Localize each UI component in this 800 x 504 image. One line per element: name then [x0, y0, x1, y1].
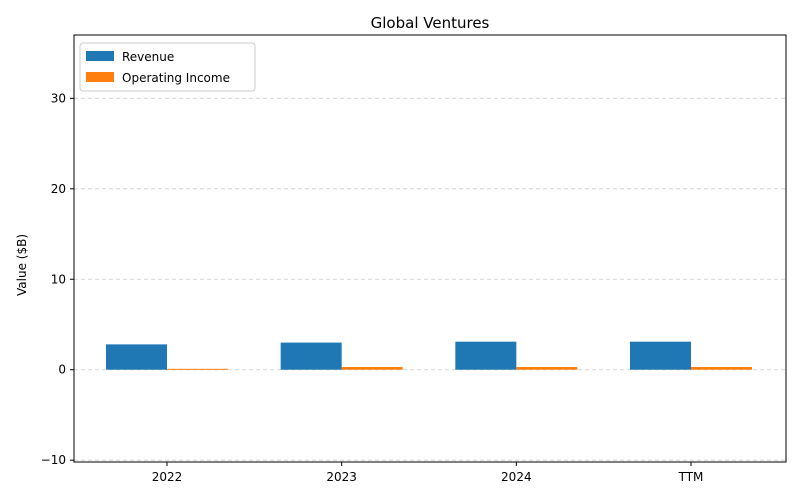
bar-operating-income — [167, 368, 228, 370]
x-axis-ticks: 2022 2023 2024 TTM — [152, 462, 704, 484]
legend-label: Revenue — [122, 50, 174, 64]
y-axis-label: Value ($B) — [15, 234, 29, 296]
legend-swatch — [86, 72, 114, 82]
bar-revenue — [455, 341, 517, 370]
bars — [106, 341, 752, 370]
plot-frame — [73, 34, 787, 463]
x-tick-label: TTM — [678, 470, 704, 484]
y-tick-label: −10 — [41, 453, 66, 467]
bar-operating-income — [516, 367, 578, 370]
x-tick-label: 2022 — [152, 470, 183, 484]
y-axis-ticks: −10 0 10 20 30 — [41, 91, 74, 467]
legend: Revenue Operating Income — [79, 42, 256, 92]
y-tick-label: 20 — [51, 182, 66, 196]
legend-box — [79, 42, 256, 92]
legend-label: Operating Income — [122, 71, 230, 85]
x-tick-label: 2023 — [326, 470, 357, 484]
y-tick-label: 0 — [58, 363, 66, 377]
x-tick-label: 2024 — [501, 470, 532, 484]
y-tick-label: 10 — [51, 272, 66, 286]
gridlines — [74, 97, 786, 461]
bar-operating-income — [341, 367, 403, 370]
bar-revenue — [106, 344, 167, 370]
y-tick-label: 30 — [51, 91, 66, 105]
bar-revenue — [280, 342, 342, 370]
legend-swatch — [86, 51, 114, 61]
chart-title: Global Ventures — [371, 14, 490, 32]
bar-operating-income — [691, 367, 752, 370]
bar-revenue — [630, 341, 691, 370]
